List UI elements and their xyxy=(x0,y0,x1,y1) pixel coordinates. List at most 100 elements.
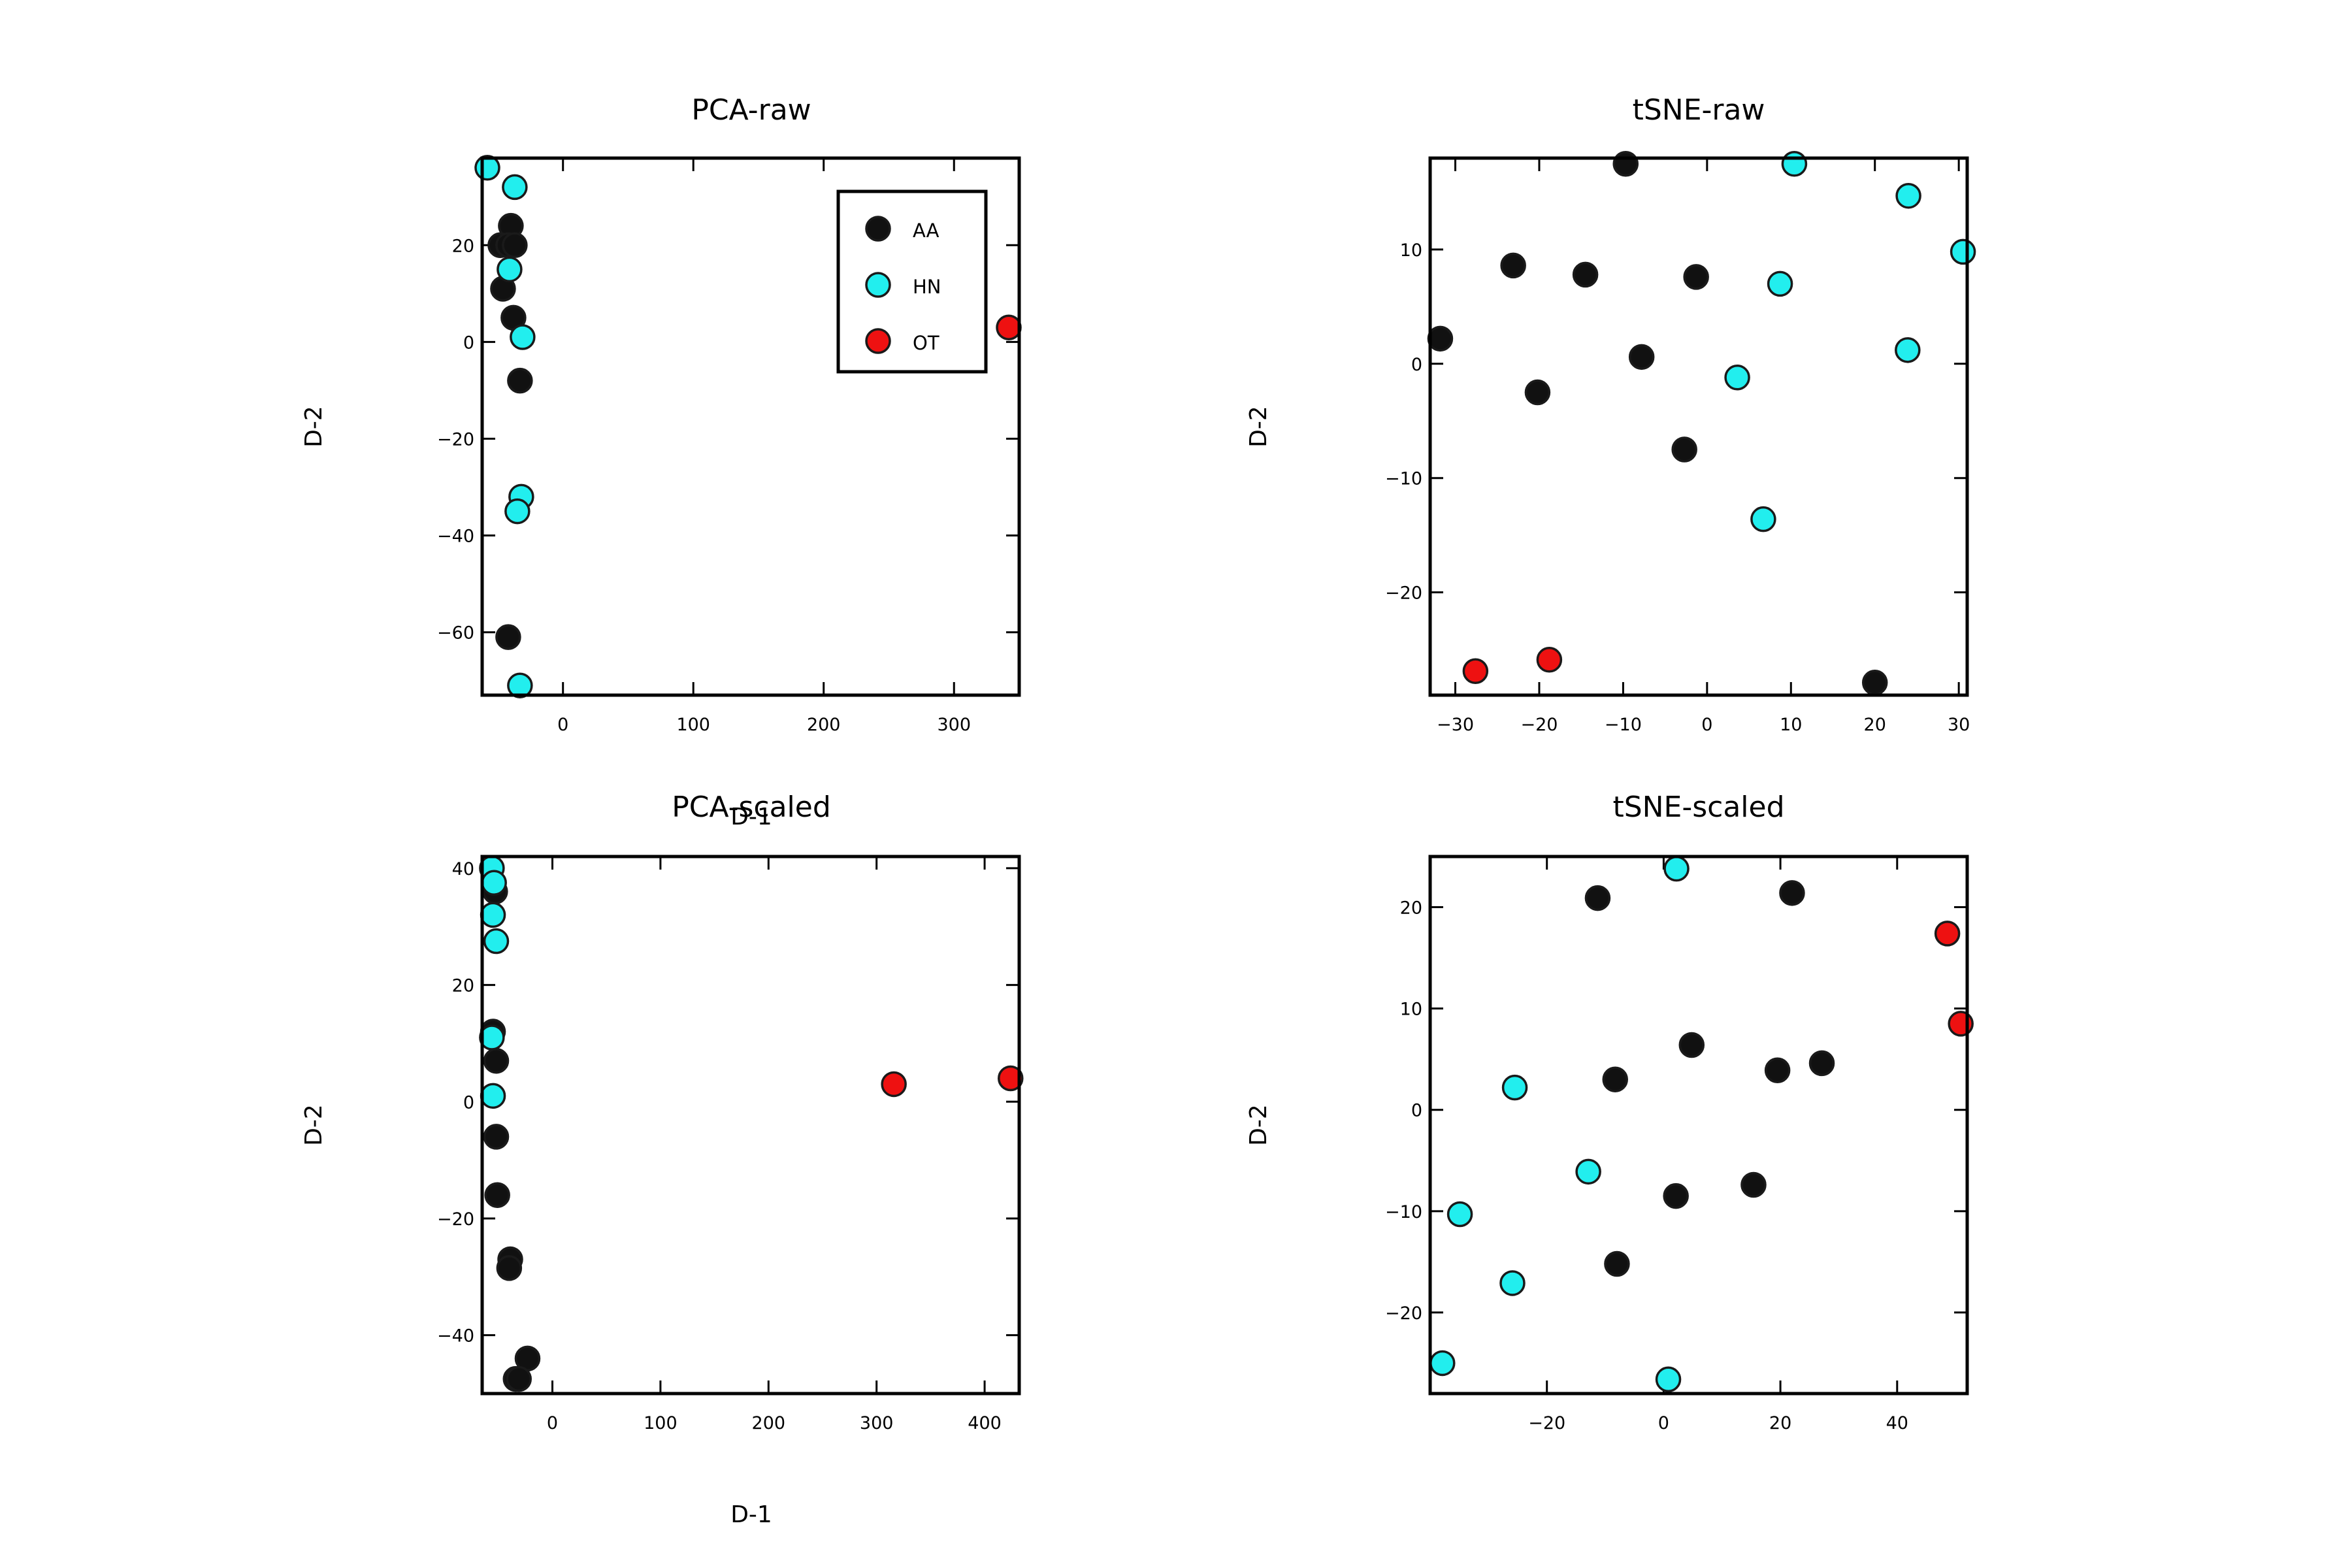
data-points xyxy=(474,155,1022,698)
y-tick-label: −10 xyxy=(1385,1202,1422,1222)
point-aa xyxy=(502,232,528,259)
point-ot xyxy=(1934,921,1961,947)
x-axis-label: D-1 xyxy=(730,1501,772,1528)
point-hn xyxy=(1781,150,1808,177)
point-hn xyxy=(510,324,536,350)
chart-title: PCA-raw xyxy=(691,93,811,127)
x-tick-label: 20 xyxy=(1769,1413,1791,1433)
point-hn xyxy=(479,1024,505,1051)
point-aa xyxy=(1427,325,1454,352)
point-aa xyxy=(1683,264,1709,290)
chart-tsne-scaled: tSNE-scaled −20 0 20 40 −20 −10 0 10 20 D-2 xyxy=(1245,791,1974,1433)
y-tick-label: 20 xyxy=(1400,898,1422,919)
point-ot xyxy=(1948,1011,1974,1037)
point-ot xyxy=(998,1065,1024,1092)
chart-pca-raw: PCA-raw 0 100 200 300 −60 −40 −20 0 20 D-2 AA HN… xyxy=(301,93,1022,830)
point-hn xyxy=(480,902,506,928)
y-tick-label: 0 xyxy=(463,1092,474,1113)
tick-labels: 0 100 200 300 −60 −40 −20 0 20 xyxy=(437,236,971,735)
tick-labels: −20 0 20 40 −20 −10 0 10 20 xyxy=(1385,898,1908,1433)
point-aa xyxy=(1612,150,1639,177)
x-tick-label: 40 xyxy=(1886,1413,1908,1433)
point-hn xyxy=(1501,1074,1528,1101)
y-tick-label: −10 xyxy=(1385,469,1422,489)
x-tick-label: 100 xyxy=(644,1413,678,1433)
x-tick-label: 100 xyxy=(676,715,710,735)
y-tick-label: −20 xyxy=(437,430,474,450)
point-ot xyxy=(881,1071,907,1098)
point-aa xyxy=(1628,344,1655,370)
point-ot xyxy=(996,314,1022,340)
point-hn xyxy=(1446,1201,1473,1228)
point-aa xyxy=(1663,1183,1689,1209)
tick-labels: −30 −20 −10 0 10 20 30 −20 −10 0 10 xyxy=(1385,240,1970,735)
legend-entry-ot: OT xyxy=(865,328,939,354)
chart-title: tSNE-scaled xyxy=(1612,791,1784,824)
legend-marker-ot xyxy=(865,328,891,354)
point-aa xyxy=(483,1124,510,1150)
point-hn xyxy=(1663,855,1690,882)
x-tick-label: 30 xyxy=(1948,715,1970,735)
y-tick-label: 0 xyxy=(463,333,474,353)
legend-marker-aa xyxy=(865,216,891,242)
point-ot xyxy=(1462,658,1489,685)
y-tick-label: −20 xyxy=(437,1209,474,1230)
x-tick-label: −20 xyxy=(1528,1413,1565,1433)
y-tick-label: −40 xyxy=(437,1326,474,1347)
point-aa xyxy=(1572,261,1599,288)
point-aa xyxy=(1779,880,1805,906)
x-tick-label: 300 xyxy=(860,1413,894,1433)
y-tick-label: 0 xyxy=(1411,355,1422,375)
tick-labels: 0 100 200 300 400 −40 −20 0 20 40 xyxy=(437,859,1002,1433)
tick-marks xyxy=(1430,857,1967,1394)
point-aa xyxy=(1604,1250,1630,1277)
plot-frame xyxy=(1428,855,1969,1396)
point-aa xyxy=(1808,1050,1835,1077)
y-tick-label: −20 xyxy=(1385,583,1422,604)
point-aa xyxy=(1671,436,1697,463)
legend-marker-hn xyxy=(865,272,891,298)
point-hn xyxy=(483,928,510,955)
x-tick-label: 0 xyxy=(547,1413,558,1433)
point-hn xyxy=(507,672,533,698)
point-hn xyxy=(1499,1270,1526,1296)
point-hn xyxy=(1895,182,1921,209)
chart-title: PCA-scaled xyxy=(672,791,831,824)
y-tick-label: 0 xyxy=(1411,1101,1422,1121)
point-aa xyxy=(483,1047,510,1074)
plot-frame xyxy=(1428,156,1969,697)
legend-label-ot: OT xyxy=(913,332,939,354)
point-hn xyxy=(480,1083,506,1109)
point-aa xyxy=(1602,1066,1628,1092)
legend-box xyxy=(836,189,988,374)
point-hn xyxy=(1767,270,1793,297)
legend-entry-hn: HN xyxy=(865,272,941,298)
x-tick-label: 10 xyxy=(1780,715,1802,735)
point-aa xyxy=(495,624,521,650)
x-axis-label: D-1 xyxy=(730,804,772,830)
y-tick-label: −60 xyxy=(437,623,474,644)
y-axis-label: D-2 xyxy=(1245,1104,1272,1146)
point-ot xyxy=(1536,647,1563,673)
point-hn xyxy=(1655,1366,1682,1393)
legend-label-hn: HN xyxy=(913,276,941,298)
y-tick-label: 10 xyxy=(1400,240,1422,261)
y-tick-label: −20 xyxy=(1385,1303,1422,1324)
point-hn xyxy=(504,498,531,525)
x-tick-label: 0 xyxy=(557,715,568,735)
chart-title: tSNE-raw xyxy=(1633,93,1765,127)
x-tick-label: 300 xyxy=(937,715,971,735)
x-tick-label: −30 xyxy=(1437,715,1474,735)
chart-tsne-raw: tSNE-raw −30 −20 −10 0 10 20 30 −20 −10 0 10 D-2 xyxy=(1245,93,1976,735)
point-aa xyxy=(1678,1032,1705,1058)
point-hn xyxy=(1950,238,1976,265)
point-aa xyxy=(484,1182,510,1208)
tick-marks xyxy=(482,158,1019,695)
point-hn xyxy=(1575,1158,1601,1185)
point-hn xyxy=(1429,1350,1456,1377)
x-tick-label: 0 xyxy=(1658,1413,1669,1433)
point-aa xyxy=(496,1255,523,1281)
point-hn xyxy=(497,256,523,283)
